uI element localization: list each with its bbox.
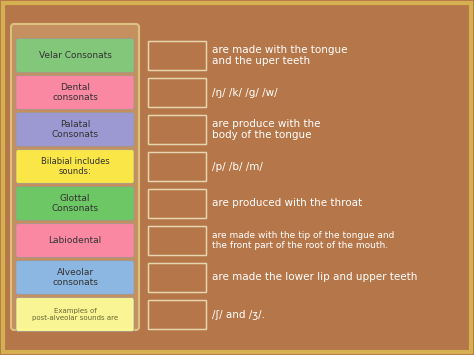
FancyBboxPatch shape [148, 226, 206, 255]
Text: are made the lower lip and upper teeth: are made the lower lip and upper teeth [212, 273, 418, 283]
Text: /ŋ/ /k/ /g/ /w/: /ŋ/ /k/ /g/ /w/ [212, 87, 278, 98]
FancyBboxPatch shape [16, 39, 134, 72]
Text: /ʃ/ and /ʒ/.: /ʃ/ and /ʒ/. [212, 310, 265, 320]
FancyBboxPatch shape [16, 261, 134, 294]
FancyBboxPatch shape [16, 150, 134, 183]
FancyBboxPatch shape [148, 78, 206, 107]
Text: Bilabial includes
sounds:: Bilabial includes sounds: [41, 157, 109, 176]
Text: Examples of
post-alveolar sounds are: Examples of post-alveolar sounds are [32, 308, 118, 321]
FancyBboxPatch shape [16, 187, 134, 220]
FancyBboxPatch shape [148, 189, 206, 218]
FancyBboxPatch shape [148, 263, 206, 292]
Text: are produce with the
body of the tongue: are produce with the body of the tongue [212, 119, 320, 140]
FancyBboxPatch shape [16, 224, 134, 257]
Text: Dental
consonats: Dental consonats [52, 83, 98, 102]
Text: Labiodental: Labiodental [48, 236, 101, 245]
Text: Alveolar
consonats: Alveolar consonats [52, 268, 98, 287]
FancyBboxPatch shape [11, 24, 139, 330]
FancyBboxPatch shape [16, 113, 134, 146]
FancyBboxPatch shape [16, 76, 134, 109]
FancyBboxPatch shape [148, 41, 206, 70]
Text: are produced with the throat: are produced with the throat [212, 198, 362, 208]
Text: Palatal
Consonats: Palatal Consonats [52, 120, 99, 139]
Text: Velar Consonats: Velar Consonats [38, 51, 111, 60]
Text: are made with the tongue
and the uper teeth: are made with the tongue and the uper te… [212, 45, 347, 66]
Text: /p/ /b/ /m/: /p/ /b/ /m/ [212, 162, 263, 171]
Text: Glottal
Consonats: Glottal Consonats [52, 194, 99, 213]
FancyBboxPatch shape [148, 300, 206, 329]
Text: are made with the tip of the tongue and
the front part of the root of the mouth.: are made with the tip of the tongue and … [212, 231, 394, 250]
FancyBboxPatch shape [16, 298, 134, 331]
FancyBboxPatch shape [148, 152, 206, 181]
FancyBboxPatch shape [148, 115, 206, 144]
